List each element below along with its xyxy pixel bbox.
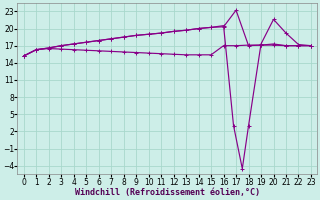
X-axis label: Windchill (Refroidissement éolien,°C): Windchill (Refroidissement éolien,°C) <box>75 188 260 197</box>
